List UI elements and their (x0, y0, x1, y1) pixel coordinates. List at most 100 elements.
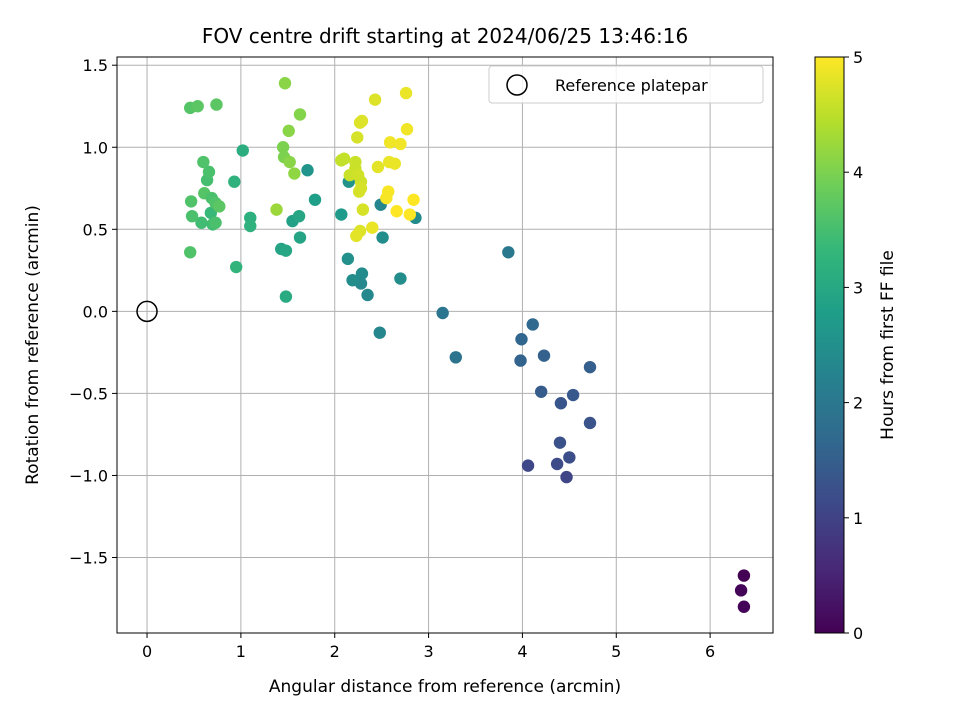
x-tick-label: 6 (705, 642, 715, 661)
data-point (394, 272, 407, 285)
reference-point-marker (136, 300, 158, 323)
data-point (184, 195, 198, 208)
x-tick-label: 0 (142, 642, 152, 661)
x-tick-label: 4 (517, 642, 527, 661)
data-point (566, 388, 580, 402)
data-point (563, 451, 576, 464)
grid-lines (117, 57, 773, 633)
plot-frame (116, 56, 774, 634)
data-point (550, 457, 564, 471)
data-point (361, 288, 374, 302)
data-point (403, 208, 417, 221)
y-tick-label: 1.5 (83, 56, 108, 75)
data-point (734, 584, 748, 597)
y-tick-label: −1.5 (69, 549, 108, 568)
data-point (382, 185, 395, 198)
colorbar-tick-label: 2 (853, 394, 863, 413)
data-point (554, 397, 568, 410)
data-point (293, 231, 307, 244)
data-point (350, 229, 363, 243)
data-point (737, 600, 751, 613)
data-point (371, 160, 385, 174)
colorbar-tick-label: 3 (853, 278, 863, 297)
data-point (583, 416, 597, 430)
data-point (407, 193, 420, 206)
data-point (202, 165, 216, 179)
data-point (195, 216, 208, 229)
data-point (279, 290, 293, 303)
data-point (553, 436, 567, 449)
chart-title: FOV centre drift starting at 2024/06/25 … (202, 24, 688, 48)
data-point (244, 219, 257, 233)
data-point (355, 114, 369, 128)
data-point (301, 164, 314, 177)
colorbar-tick-label: 0 (853, 624, 863, 643)
data-point (537, 349, 551, 362)
data-point (366, 221, 379, 234)
x-axis-ticks: 0 1 2 3 4 5 6 (142, 633, 715, 661)
colorbar (814, 56, 845, 634)
data-point (526, 318, 539, 331)
data-point (185, 209, 199, 223)
data-point (394, 137, 407, 151)
data-point (346, 273, 359, 287)
y-tick-label: −0.5 (69, 384, 108, 403)
data-point (228, 175, 241, 188)
data-point (514, 354, 527, 367)
data-point (209, 216, 222, 229)
scatter-points (184, 77, 751, 613)
data-point (399, 86, 413, 100)
data-point (737, 569, 751, 582)
x-tick-label: 2 (330, 642, 340, 661)
legend: Reference platepar (488, 65, 764, 104)
data-point (351, 131, 364, 144)
x-tick-label: 1 (236, 642, 246, 661)
data-point (278, 77, 292, 90)
y-tick-label: 1.0 (83, 138, 108, 157)
data-point (337, 152, 351, 165)
data-point (204, 206, 218, 220)
data-point (229, 260, 243, 274)
data-point (502, 246, 515, 259)
x-tick-label: 5 (611, 642, 621, 661)
data-point (191, 100, 204, 113)
data-point (292, 209, 306, 223)
data-point (534, 385, 548, 398)
data-point (293, 108, 307, 121)
x-tick-label: 3 (423, 642, 433, 661)
data-point (436, 306, 449, 320)
data-point (197, 155, 210, 169)
data-point (276, 141, 290, 154)
data-point (355, 267, 369, 280)
data-point (236, 144, 249, 157)
data-point (308, 193, 322, 206)
data-point (368, 93, 382, 106)
data-point (400, 123, 414, 136)
data-point (282, 124, 295, 138)
legend-marker-icon (506, 74, 528, 96)
colorbar-tick-label: 4 (853, 163, 863, 182)
y-axis-ticks: −1.5 −1.0 −0.5 0.0 0.5 1.0 1.5 (69, 56, 117, 568)
data-point (383, 136, 397, 149)
data-point (270, 203, 283, 216)
colorbar-tick-label: 1 (853, 509, 863, 528)
data-point (583, 360, 597, 374)
data-point (373, 326, 386, 339)
data-point (352, 185, 366, 198)
y-tick-label: 0.5 (83, 220, 108, 239)
data-point (335, 208, 348, 221)
data-point (388, 157, 401, 170)
data-point (390, 205, 403, 218)
data-point (283, 155, 296, 169)
data-point (210, 98, 223, 111)
data-point (279, 244, 293, 257)
data-point (521, 459, 535, 472)
y-tick-label: −1.0 (69, 466, 108, 485)
data-point (515, 333, 528, 346)
y-tick-label: 0.0 (83, 302, 108, 321)
data-point (213, 200, 226, 213)
colorbar-ticks: 0 1 2 3 4 5 (844, 48, 863, 643)
data-point (288, 167, 301, 180)
data-point (560, 470, 573, 484)
